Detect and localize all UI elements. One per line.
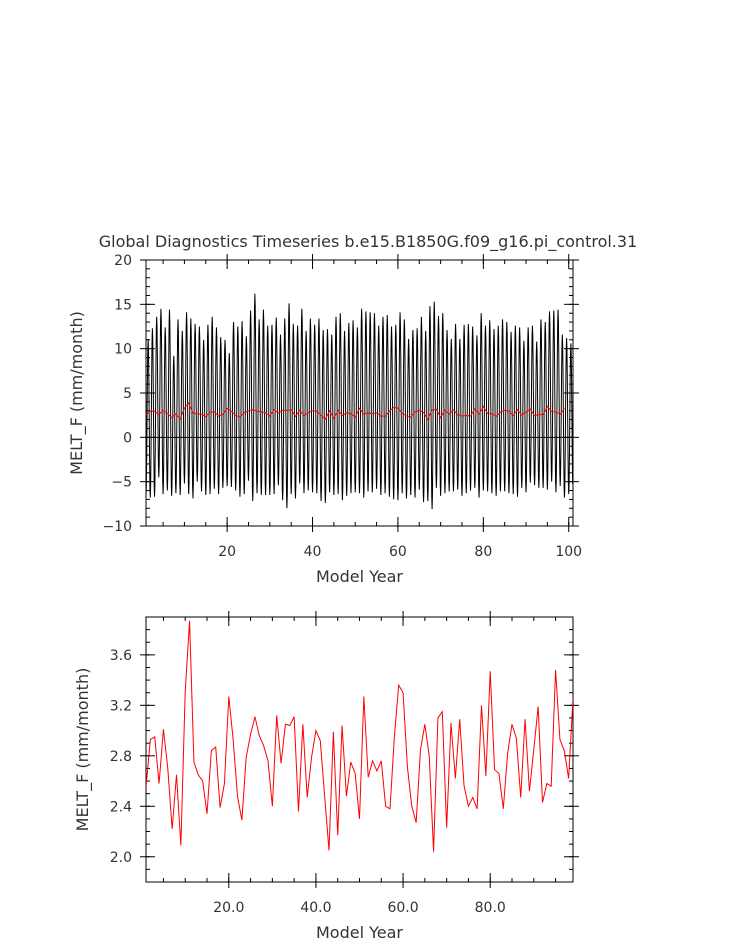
x-tick-label: 60 (389, 544, 407, 560)
x-axis-label: Model Year (316, 567, 403, 586)
x-tick-label: 100 (555, 544, 582, 560)
x-tick-label: 80.0 (475, 900, 506, 916)
y-tick-label: 15 (114, 297, 132, 313)
monthly-series-line (146, 293, 573, 510)
y-tick-label: 5 (123, 386, 132, 402)
annual-mean-line (146, 402, 565, 421)
y-tick-label: 2.4 (110, 799, 132, 815)
y-tick-label: −10 (102, 519, 132, 535)
x-tick-label: 20.0 (213, 900, 244, 916)
y-axis-label: MELT_F (mm/month) (67, 311, 87, 475)
y-tick-label: 3.6 (110, 648, 132, 664)
y-tick-label: 3.2 (110, 698, 132, 714)
annual-mean-line (146, 620, 573, 852)
y-tick-label: 20 (114, 253, 132, 269)
chart-title: Global Diagnostics Timeseries b.e15.B185… (99, 232, 638, 252)
x-tick-label: 60.0 (387, 900, 418, 916)
y-axis-label: MELT_F (mm/month) (73, 668, 93, 832)
x-tick-label: 40 (304, 544, 322, 560)
x-tick-label: 20 (218, 544, 236, 560)
y-tick-label: −5 (111, 475, 132, 491)
y-tick-label: 0 (123, 430, 132, 446)
y-tick-label: 10 (114, 342, 132, 358)
x-axis-label: Model Year (316, 923, 403, 942)
y-tick-label: 2.8 (110, 749, 132, 765)
y-tick-label: 2.0 (110, 850, 132, 866)
plot-frame (145, 616, 574, 883)
x-tick-label: 80 (474, 544, 492, 560)
x-tick-label: 40.0 (300, 900, 331, 916)
